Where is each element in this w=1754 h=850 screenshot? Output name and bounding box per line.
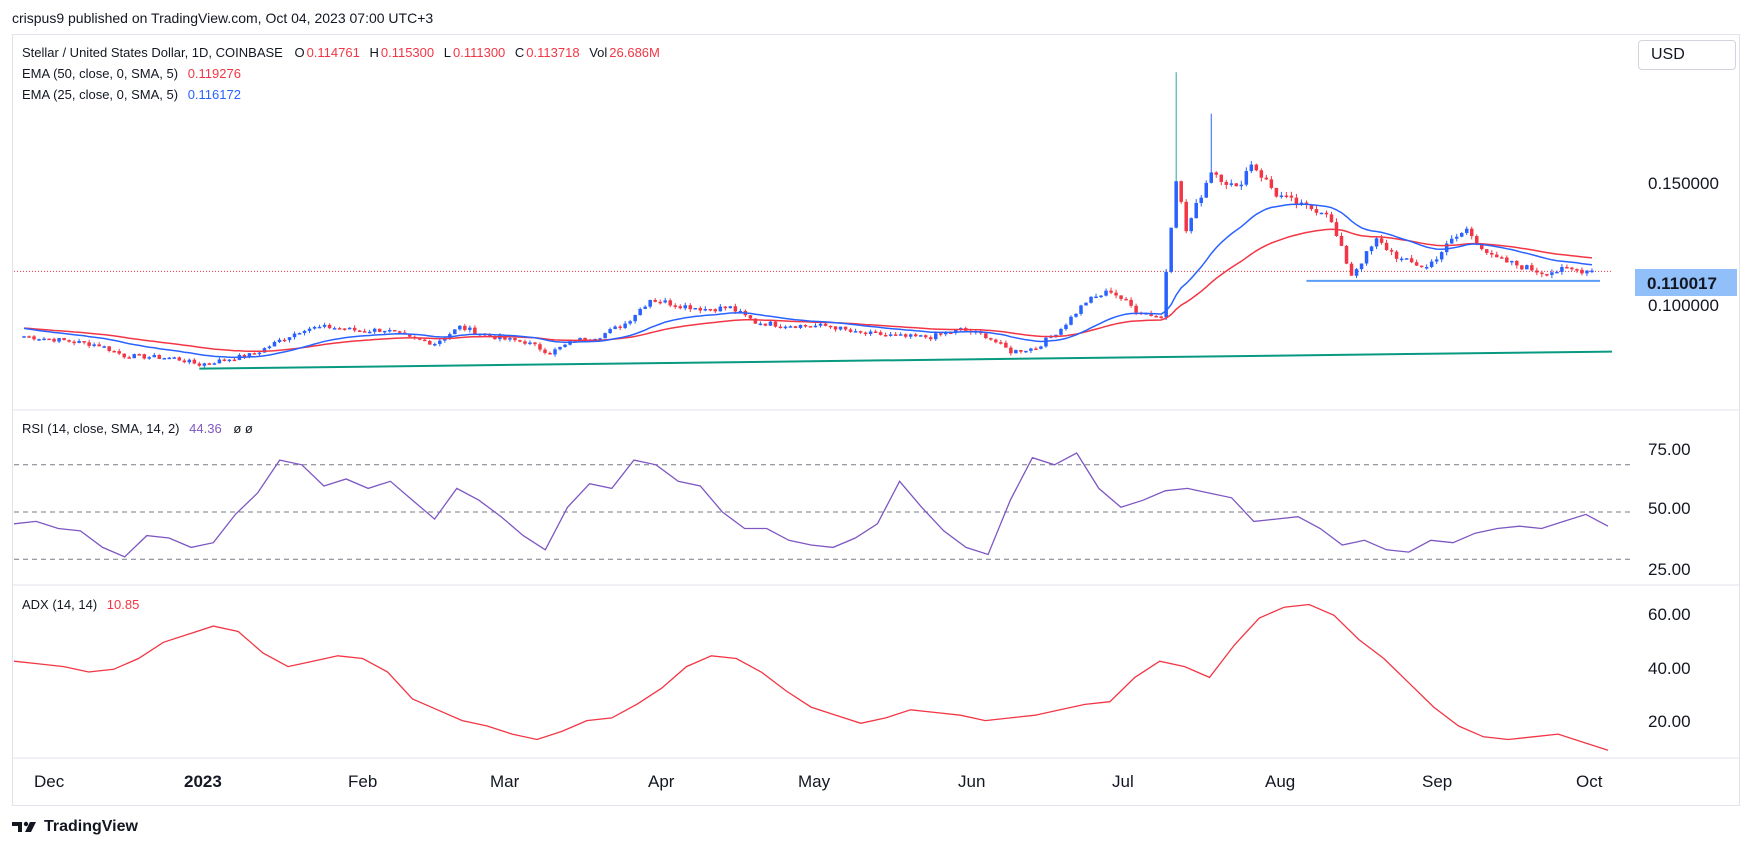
rsi-legend[interactable]: RSI (14, close, SMA, 14, 2) 44.36 ø ø — [22, 421, 253, 436]
low-label: L — [443, 45, 451, 60]
low-value: 0.111300 — [452, 45, 506, 60]
adx-label: ADX (14, 14) — [22, 597, 98, 612]
symbol-label[interactable]: Stellar / United States Dollar, 1D, COIN… — [22, 45, 283, 60]
volume-value: 26.686M — [609, 45, 660, 60]
ema25-legend[interactable]: EMA (25, close, 0, SMA, 5) 0.116172 — [22, 87, 241, 102]
ema50-legend[interactable]: EMA (50, close, 0, SMA, 5) 0.119276 — [22, 66, 241, 81]
tradingview-logo[interactable]: TradingView — [12, 818, 138, 836]
adx-value: 10.85 — [106, 597, 140, 612]
main-legend: Stellar / United States Dollar, 1D, COIN… — [22, 45, 660, 60]
open-label: O — [294, 45, 305, 60]
close-value: 0.113718 — [526, 45, 580, 60]
published-by-text: crispus9 published on TradingView.com, O… — [12, 10, 434, 26]
volume-label: Vol — [589, 45, 608, 60]
tradingview-logo-icon — [12, 821, 36, 832]
high-value: 0.115300 — [380, 45, 435, 60]
currency-button[interactable]: USD — [1638, 40, 1736, 70]
ema25-label: EMA (25, close, 0, SMA, 5) — [22, 87, 179, 102]
rsi-value: 44.36 — [189, 421, 222, 436]
close-label: C — [514, 45, 525, 60]
ema50-label: EMA (50, close, 0, SMA, 5) — [22, 66, 179, 81]
tradingview-logo-text: TradingView — [44, 818, 138, 835]
ema50-value: 0.119276 — [187, 66, 241, 81]
ema25-value: 0.116172 — [187, 87, 241, 102]
open-value: 0.114761 — [306, 45, 360, 60]
chart-frame[interactable] — [12, 34, 1740, 806]
rsi-extra: ø ø — [233, 421, 253, 436]
adx-legend[interactable]: ADX (14, 14) 10.85 — [22, 597, 139, 612]
rsi-label: RSI (14, close, SMA, 14, 2) — [22, 421, 180, 436]
high-label: H — [369, 45, 379, 60]
